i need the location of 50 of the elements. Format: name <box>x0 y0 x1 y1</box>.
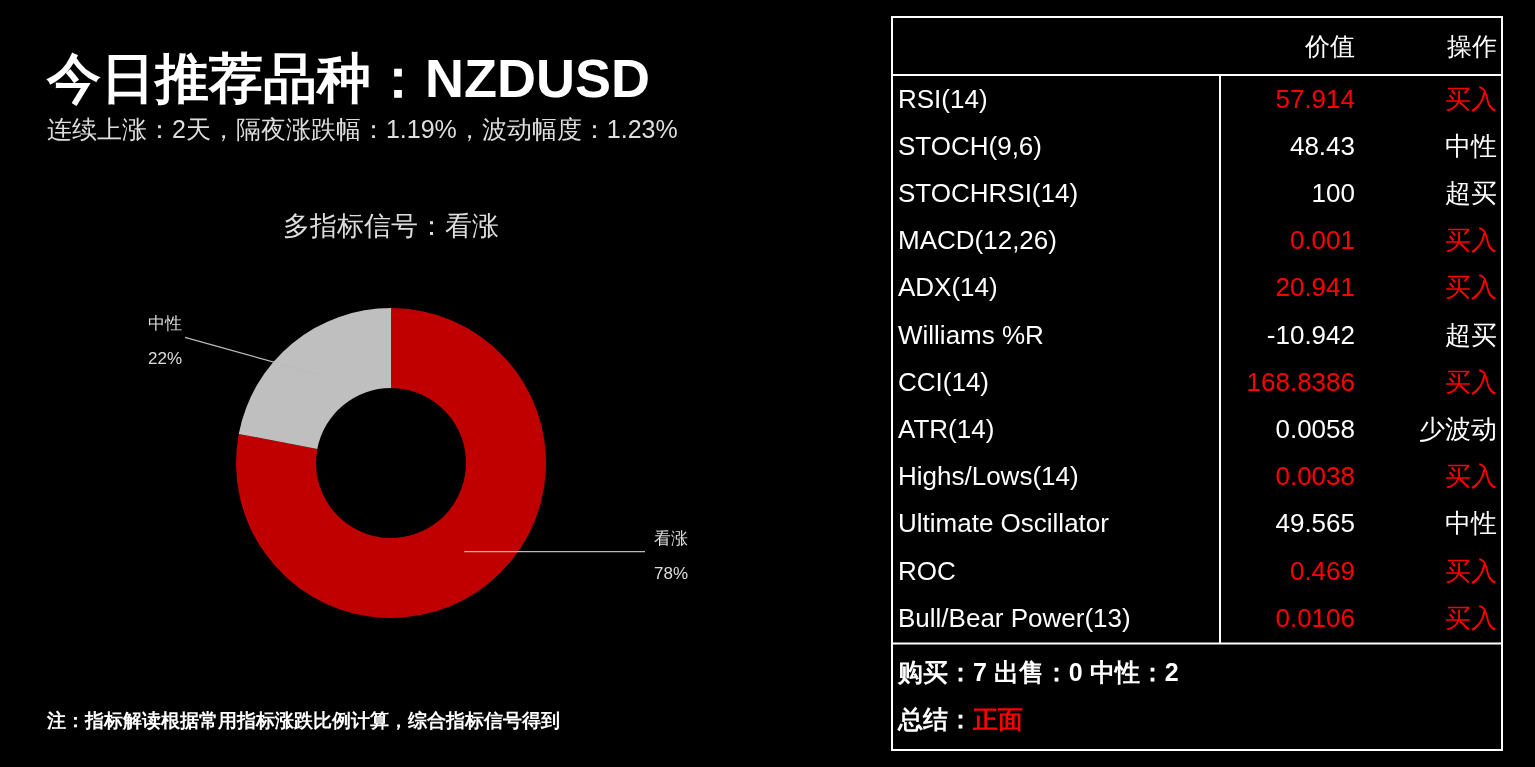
slice-label: 看涨 <box>654 528 688 548</box>
category-label: Highs/Lows(14) <box>898 461 1079 492</box>
category-label: CCI(14) <box>898 366 990 397</box>
text: -10.942 <box>1266 319 1355 350</box>
text: 买入 <box>1445 366 1497 397</box>
category-label: RSI(14) <box>898 83 988 114</box>
text: 0.0038 <box>1275 461 1355 492</box>
text: 购买：7 出售：0 中性：2 <box>897 658 1179 687</box>
category-label: STOCH(9,6) <box>898 130 1042 161</box>
text: 买入 <box>1445 225 1497 256</box>
text: 0.0106 <box>1275 602 1355 633</box>
category-label: Bull/Bear Power(13) <box>898 602 1131 633</box>
text: 正面 <box>972 705 1023 734</box>
text: 0.0058 <box>1275 414 1355 444</box>
category-label: Williams %R <box>898 319 1044 350</box>
text: 买入 <box>1445 272 1497 303</box>
category-label: STOCHRSI(14) <box>898 178 1079 208</box>
text: 100 <box>1311 178 1355 208</box>
category-label: ATR(14) <box>898 414 995 444</box>
text: 总结： <box>897 705 973 734</box>
text: 买入 <box>1445 83 1497 114</box>
donut-slice <box>236 308 546 618</box>
text: 20.941 <box>1275 272 1355 303</box>
data-label: 22% <box>148 349 183 369</box>
slice-label: 中性 <box>148 314 182 334</box>
text: 48.43 <box>1289 130 1355 161</box>
text: 买入 <box>1445 461 1497 492</box>
category-label: 操作 <box>1447 32 1497 60</box>
chart-subtitle: 连续上涨：2天，隔夜涨跌幅：1.19%，波动幅度：1.23% <box>47 115 678 143</box>
category-label: 价值 <box>1304 32 1355 60</box>
text: 49.565 <box>1275 508 1355 539</box>
category-label: Ultimate Oscillator <box>898 508 1109 539</box>
category-label: MACD(12,26) <box>898 225 1057 256</box>
text: 多指标信号：看涨 <box>283 211 499 241</box>
text: 中性 <box>1445 130 1497 161</box>
text: 少波动 <box>1419 414 1497 444</box>
text: 注：指标解读根据常用指标涨跌比例计算，综合指标信号得到 <box>46 710 560 731</box>
text: 0.469 <box>1289 555 1355 586</box>
data-label: 78% <box>654 563 689 583</box>
text: 中性 <box>1445 508 1497 539</box>
category-label: ROC <box>898 555 956 586</box>
text: 0.001 <box>1289 225 1355 256</box>
category-label: ADX(14) <box>898 272 998 303</box>
text: 买入 <box>1445 555 1497 586</box>
text: 买入 <box>1445 602 1497 633</box>
chart-title: 今日推荐品种：NZDUSD <box>46 48 650 108</box>
text: 168.8386 <box>1246 366 1355 397</box>
text: 超买 <box>1445 319 1497 350</box>
text: 超买 <box>1445 178 1497 208</box>
text: 57.914 <box>1275 83 1355 114</box>
